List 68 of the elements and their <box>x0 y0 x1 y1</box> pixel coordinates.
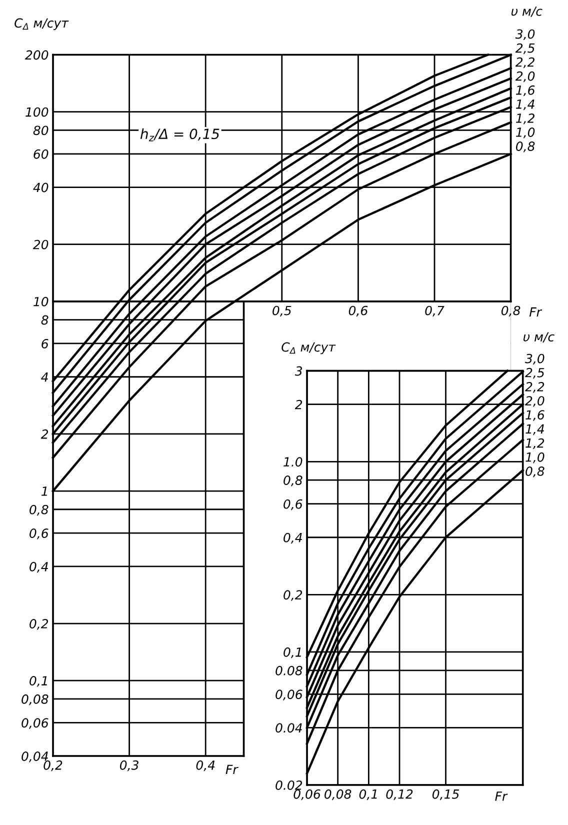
y-tick-label: 0,06 <box>22 718 48 729</box>
y-tick-label: 100 <box>26 107 48 117</box>
legend-title: υ м/с <box>511 6 542 17</box>
y-tick-label: 0,8 <box>30 504 48 516</box>
text: 3,0 <box>515 29 535 40</box>
x-tick-label: 0,3 <box>120 760 138 772</box>
y-tick-label: 40 <box>33 182 48 192</box>
series-label: 2,0 <box>525 396 544 407</box>
x-axis-title: Fr <box>495 792 508 801</box>
y-tick-label: 0,06 <box>276 690 302 700</box>
x2-tick-label: 0,8 <box>501 306 520 317</box>
x-tick-label: 0,15 <box>432 789 459 800</box>
x2-tick-label: 0,6 <box>348 306 368 317</box>
series-label: 0,8 <box>516 142 535 152</box>
y-tick-label: 200 <box>25 50 48 60</box>
y-tick-label: 10 <box>34 296 48 306</box>
y-tick-label: 0,6 <box>284 499 302 510</box>
y-tick-label: 2 <box>294 400 302 410</box>
y-tick-label: 2 <box>40 429 48 439</box>
y-tick-label: 0.08 <box>276 666 302 676</box>
series-label: 2,2 <box>525 382 544 393</box>
y-tick-label: 0,4 <box>30 562 48 573</box>
y-tick-label: 4 <box>41 372 48 382</box>
series-label: 2,0 <box>515 71 535 82</box>
series-label: 1,2 <box>516 113 534 124</box>
x2-tick-label: 0,5 <box>272 306 292 317</box>
y-tick-label: 0.02 <box>276 780 302 790</box>
series-label: 1,4 <box>526 424 544 435</box>
y-tick-label: 6 <box>42 338 48 348</box>
y-tick-label: 8 <box>41 315 48 325</box>
annotation: h$_{z}$/Δ = 0,15 <box>140 128 220 142</box>
series-label: 1,0 <box>526 452 544 464</box>
y-tick-label: 0,2 <box>284 590 302 601</box>
series-label: 1,6 <box>526 410 544 421</box>
y-tick-label: 80 <box>33 126 48 136</box>
y-axis-title: C$_{Δ}$ м/сут <box>14 18 69 30</box>
y-tick-label: 1 <box>41 486 47 496</box>
x2-tick-label: 0,7 <box>425 306 444 317</box>
y-tick-label: 0,2 <box>30 618 48 630</box>
y-tick-label: 0,4 <box>284 532 302 544</box>
y-axis-title: C$_{Δ}$ м/сут <box>282 342 336 354</box>
y-tick-label: 0,1 <box>284 647 301 658</box>
x-axis-title: Fr <box>226 764 238 774</box>
series-label: 3,0 <box>525 354 544 365</box>
series-label: 1,4 <box>516 100 534 110</box>
y-tick-label: 3 <box>294 366 302 376</box>
y-tick-label: 0,6 <box>30 528 48 540</box>
series-label: 2,5 <box>525 368 544 379</box>
y-tick-label: 60 <box>34 149 48 159</box>
x2-axis-title: Fr <box>529 307 542 317</box>
series-label: 2,2 <box>515 57 534 68</box>
series-label: 1,0 <box>516 127 535 138</box>
series-label: 2,5 <box>515 43 535 54</box>
y-tick-label: 0,8 <box>284 476 302 486</box>
x-tick-label: 0,4 <box>196 760 215 772</box>
x-tick-label: 0,12 <box>386 789 413 800</box>
y-tick-label: 0.04 <box>276 723 302 733</box>
series-label: 0,8 <box>526 466 544 478</box>
series-label: 1,2 <box>526 438 544 450</box>
legend-title: υ м/с <box>524 332 554 342</box>
y-tick-label: 0,08 <box>22 694 48 706</box>
y-tick-label: 20 <box>32 240 48 250</box>
y-tick-label: 0,04 <box>22 752 48 762</box>
series-label: 1,6 <box>516 85 535 96</box>
x-tick-label: 0,1 <box>359 789 377 800</box>
x-tick-label: 0,08 <box>324 789 352 800</box>
y-tick-label: 0,1 <box>30 676 47 687</box>
y-tick-label: 1.0 <box>284 457 302 467</box>
